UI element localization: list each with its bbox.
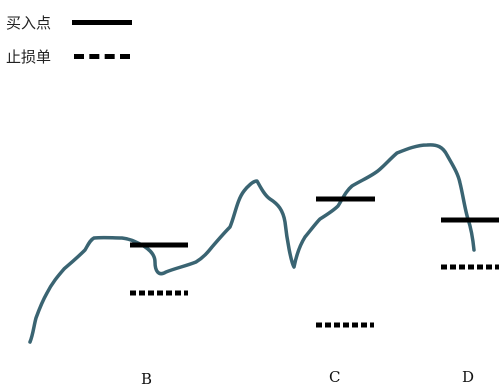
- point-label-b: B: [141, 370, 152, 385]
- legend-stop-loss-swatch: [74, 53, 130, 59]
- legend-entry-swatch: [72, 19, 132, 25]
- legend: 买入点 止损单: [6, 10, 132, 78]
- point-label-c: C: [329, 368, 340, 385]
- legend-stop-loss: 止损单: [6, 44, 132, 68]
- legend-stop-loss-label: 止损单: [6, 47, 52, 66]
- price-curve: [28, 143, 476, 344]
- legend-entry: 买入点: [6, 10, 132, 34]
- point-label-d: D: [462, 368, 474, 385]
- legend-entry-label: 买入点: [6, 13, 52, 32]
